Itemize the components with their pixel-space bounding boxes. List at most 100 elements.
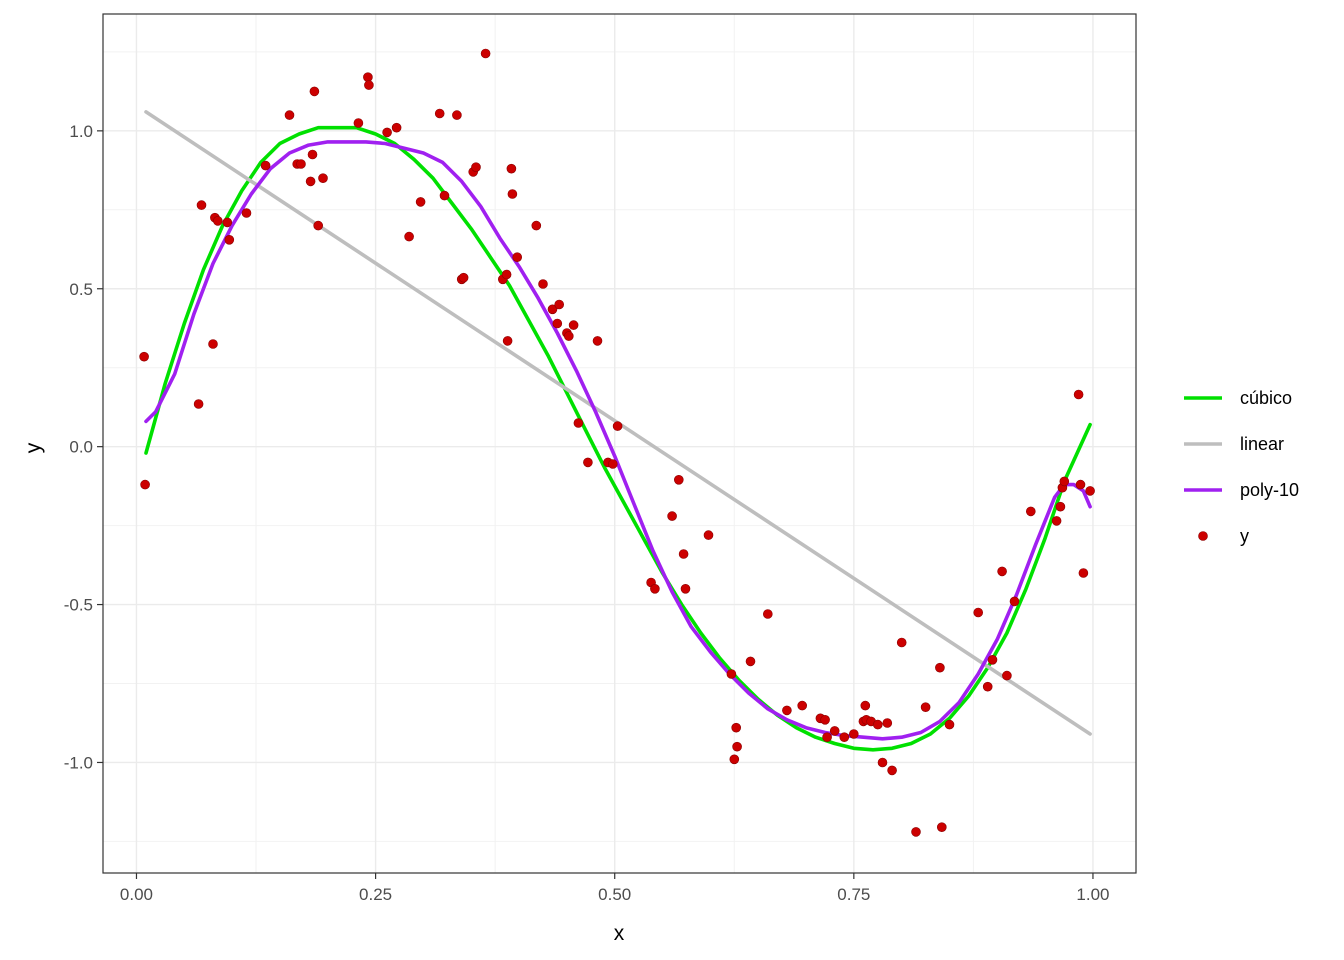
data-point: [1051, 516, 1062, 526]
legend-item-cúbico: cúbico: [1184, 388, 1292, 408]
data-point: [1073, 389, 1084, 400]
data-point: [762, 609, 773, 619]
data-point: [382, 127, 392, 138]
data-point: [480, 48, 491, 59]
grid-minor: [103, 14, 1136, 873]
data-point: [563, 331, 574, 341]
data-point: [650, 583, 660, 594]
data-point: [506, 163, 517, 174]
legend-label: y: [1240, 526, 1249, 546]
series-points: [139, 48, 1095, 837]
data-point: [829, 726, 840, 736]
legend-item-y: y: [1198, 526, 1249, 546]
data-point: [364, 80, 374, 90]
data-point: [726, 669, 737, 679]
data-point: [307, 149, 318, 160]
data-point: [1002, 670, 1012, 681]
data-point: [1009, 596, 1020, 607]
data-point: [987, 654, 998, 665]
data-point: [607, 459, 618, 469]
data-point: [839, 732, 850, 743]
data-point: [887, 765, 897, 776]
data-point: [391, 122, 402, 133]
data-point: [415, 197, 426, 207]
legend-item-poly-10: poly-10: [1184, 480, 1299, 500]
data-point: [982, 681, 993, 692]
data-point: [896, 637, 907, 648]
x-tick-label: 1.00: [1076, 885, 1109, 904]
y-tick-label: -0.5: [64, 596, 93, 615]
data-point: [222, 217, 233, 228]
data-point: [680, 583, 691, 594]
legend-label: cúbico: [1240, 388, 1292, 408]
data-point: [732, 741, 742, 752]
data-point: [554, 299, 565, 310]
data-point: [501, 269, 512, 280]
data-point: [745, 656, 756, 667]
data-point: [471, 162, 481, 172]
data-point: [583, 457, 593, 468]
data-point: [458, 272, 469, 283]
data-point: [224, 235, 235, 245]
data-point: [936, 822, 947, 833]
legend: cúbico linear poly-10 y: [1184, 388, 1299, 546]
data-point: [208, 339, 218, 349]
data-point: [729, 754, 740, 765]
data-point: [882, 718, 893, 728]
data-point: [241, 208, 252, 218]
y-tick-label: 0.5: [69, 280, 93, 299]
data-point: [911, 827, 921, 837]
data-point: [1078, 568, 1089, 578]
data-point: [538, 279, 548, 289]
data-point: [973, 607, 984, 618]
data-point: [452, 110, 462, 120]
axis-ticks: [97, 130, 1094, 879]
x-axis-title: x: [614, 922, 625, 945]
data-point: [404, 231, 414, 242]
data-point: [547, 304, 558, 315]
x-tick-label: 0.00: [120, 885, 153, 904]
data-point: [848, 729, 859, 739]
data-point: [309, 86, 320, 97]
tick-labels: 0.00 0.25 0.50 0.75 1.00 -1.0 -0.5 0.0 0.5 1.0: [64, 122, 1110, 904]
data-point: [592, 336, 603, 346]
data-point: [935, 662, 945, 673]
x-tick-label: 0.75: [837, 885, 870, 904]
data-point: [439, 190, 450, 201]
series-line-cúbico: [144, 125, 1092, 752]
data-point: [305, 176, 316, 187]
data-point: [139, 351, 149, 362]
data-point: [573, 418, 584, 428]
data-point: [363, 72, 373, 82]
data-point: [284, 110, 295, 120]
data-point: [1075, 479, 1086, 490]
data-point: [678, 549, 689, 559]
data-point: [673, 474, 684, 485]
data-point: [872, 719, 883, 730]
data-point: [1059, 476, 1070, 487]
y-axis-title: y: [22, 442, 45, 453]
legend-label: linear: [1240, 434, 1284, 454]
data-point: [920, 702, 931, 713]
data-point: [507, 189, 518, 199]
data-point: [877, 757, 888, 768]
data-point: [1085, 486, 1095, 496]
legend-item-linear: linear: [1184, 434, 1284, 454]
data-point: [434, 108, 445, 119]
data-point: [612, 421, 623, 431]
data-point: [782, 705, 792, 716]
y-tick-label: 0.0: [69, 438, 93, 457]
data-point: [318, 173, 328, 183]
x-tick-label: 0.25: [359, 885, 392, 904]
data-point: [820, 714, 830, 725]
legend-label: poly-10: [1240, 480, 1299, 500]
data-point: [860, 700, 871, 711]
x-tick-label: 0.50: [598, 885, 631, 904]
panel-border: [102, 13, 1137, 874]
data-point: [196, 200, 207, 210]
series-line-poly-10: [144, 140, 1092, 741]
y-tick-label: 1.0: [69, 122, 93, 141]
data-point: [667, 511, 677, 521]
